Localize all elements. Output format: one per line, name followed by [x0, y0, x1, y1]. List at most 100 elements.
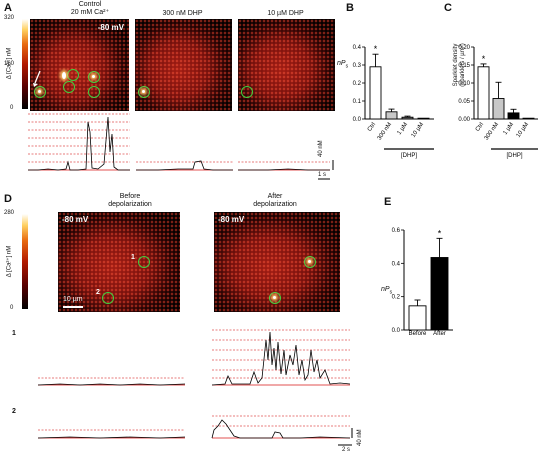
bar: [507, 112, 520, 120]
sparklet-site-ring: [63, 81, 75, 93]
category-label: 10 µM: [411, 122, 426, 139]
bar: [385, 111, 398, 120]
y-tick-label: 0.1: [353, 99, 362, 105]
quantal-level-lines: [38, 329, 350, 431]
traces-a: [28, 113, 334, 180]
traces-d: [37, 329, 353, 446]
scale-bar-d: [338, 428, 353, 446]
colorbar-d: [22, 214, 28, 309]
y-tick-label: 0.15: [458, 63, 470, 69]
panel-a-label: A: [4, 2, 12, 14]
chart-e: 0.0 0.2 0.4 0.6 Before After *: [392, 228, 453, 337]
bar: [369, 66, 382, 120]
sparklet-hotspot: [92, 75, 95, 78]
sparklet-site-1-ring: [138, 256, 150, 268]
sparklet-hotspot: [273, 296, 276, 299]
colorbar-a-mid: 160: [4, 61, 15, 67]
sparklet-site-ring: [67, 69, 79, 81]
trace-1-before: [37, 383, 186, 386]
panel-b-ylabel: nPs: [337, 60, 349, 70]
significance-star: *: [482, 54, 486, 64]
category-label: 300 nM: [484, 122, 500, 142]
panel-c-label: C: [444, 2, 452, 14]
sparklet-site-ring: [88, 86, 100, 98]
sparklet-site-ring: [241, 86, 253, 98]
trace-2-label: 2: [12, 408, 16, 415]
y-tick-label: 0.3: [353, 63, 362, 69]
significance-star: *: [374, 44, 378, 54]
image-control: -80 mV: [30, 19, 129, 111]
control-title-line1: Control: [78, 1, 102, 8]
category-label: 300 nM: [377, 122, 393, 142]
trace-1-after: [211, 331, 351, 386]
colorbar-d-axis: Δ [Ca²⁺] nM: [6, 245, 13, 278]
image-dhp10: [238, 19, 335, 111]
colorbar-a: [22, 19, 28, 109]
voltage-after: -80 mV: [218, 215, 245, 224]
dhp-bracket-label: [DHP]: [401, 153, 417, 159]
category-label: After: [433, 331, 446, 337]
after-title: After depolarization: [240, 193, 310, 209]
sparklet-site-1-ring: [304, 256, 316, 268]
colorbar-a-axis: Δ [Ca²⁺] nM: [6, 47, 13, 80]
category-label: Ctrl: [367, 122, 377, 133]
bar: [477, 66, 490, 120]
dhp10-title: 10 µM DHP: [267, 10, 304, 17]
scalebar-label: 10 µm: [63, 296, 83, 303]
chart-b: 0.0 0.1 0.2 0.3 0.4 Ctrl * 300 nM 1 µM 10 µM [DHP]: [353, 44, 434, 159]
trace-dhp10: [238, 168, 330, 171]
sparklet-site-2-ring: [102, 292, 114, 304]
panel-e-ylabel: nPs: [381, 286, 393, 296]
trace-control: [28, 116, 130, 171]
sparklet-hotspot: [142, 90, 145, 93]
colorbar-d-min: 0: [10, 305, 14, 311]
after-title-line1: After: [267, 193, 283, 200]
control-title: Control 20 mM Ca²⁺: [60, 1, 120, 17]
trace-2-before: [37, 436, 186, 439]
y-tick-label: 0.05: [458, 99, 470, 105]
y-tick-label: 0.2: [392, 295, 401, 301]
chart-c: 0.00 0.05 0.10 0.15 0.20 Ctrl * 300 nM 1 µM 10 µM…: [458, 45, 538, 159]
scale-bar-a: [318, 160, 334, 180]
dhp-bracket-label: [DHP]: [506, 153, 522, 159]
image-after: -80 mV: [214, 212, 340, 312]
site-1-label: 1: [131, 254, 135, 261]
colorbar-d-max: 280: [4, 210, 15, 216]
sparklet-hotspot: [308, 260, 311, 263]
dhp300-title: 300 nM DHP: [162, 10, 203, 17]
scale-bar-10um: [63, 306, 83, 308]
y-tick-label: 0.4: [353, 45, 362, 51]
bar: [401, 116, 414, 120]
trace-1-label: 1: [12, 330, 16, 337]
y-tick-label: 0.6: [392, 228, 401, 234]
before-title-line1: Before: [119, 193, 141, 200]
sparklet-site-ring: [88, 71, 100, 83]
y-tick-label: 0.10: [458, 81, 470, 87]
image-dhp300: [135, 19, 232, 111]
category-label: 1 µM: [396, 122, 409, 136]
arrow-icon: [33, 70, 41, 87]
y-tick-label: 0.0: [353, 117, 362, 123]
trace-2-after: [211, 419, 351, 439]
colorbar-a-min: 0: [10, 105, 14, 111]
scale-a-y: 40 nM: [318, 140, 324, 157]
significance-star: *: [438, 228, 442, 238]
y-tick-label: 0.20: [458, 45, 470, 51]
colorbar-a-max: 320: [4, 15, 15, 21]
y-tick-label: 0.00: [458, 117, 470, 123]
bar: [408, 305, 427, 331]
sparklet-hotspot: [38, 90, 41, 93]
category-label: 1 µM: [502, 122, 515, 136]
y-tick-label: 0.2: [353, 81, 362, 87]
voltage-label: -80 mV: [97, 23, 124, 32]
voltage-before: -80 mV: [62, 215, 89, 224]
category-label: Ctrl: [475, 122, 485, 133]
image-before: -80 mV 1 2 10 µm: [58, 212, 180, 312]
bar: [430, 257, 449, 331]
before-title: Before depolarization: [95, 193, 165, 209]
sparklet-site-2-ring: [269, 292, 281, 304]
sparklet-hotspot: [62, 72, 66, 79]
quantal-level-lines: [28, 113, 330, 171]
panel-d-label: D: [4, 193, 12, 205]
category-label: 10 µM: [516, 122, 531, 139]
